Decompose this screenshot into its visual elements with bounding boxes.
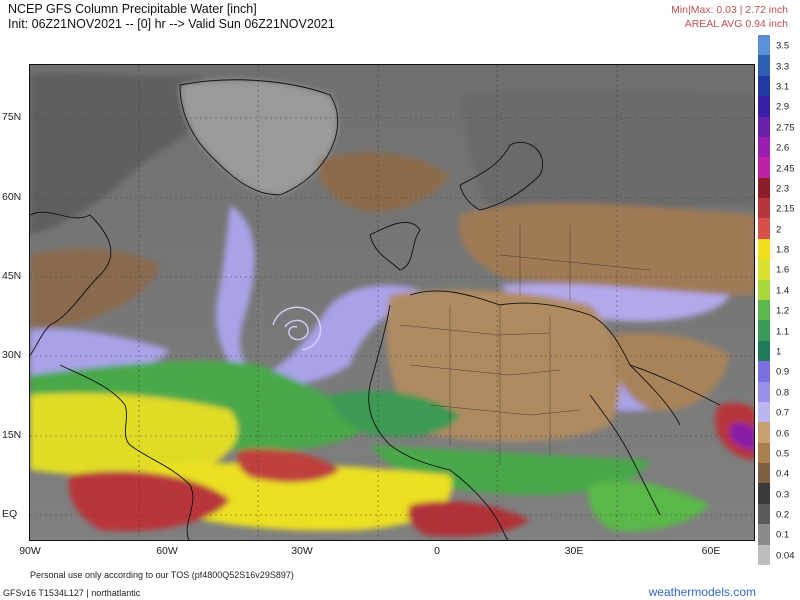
arabian-sea-storm-core (730, 422, 754, 450)
colorbar-segment (758, 422, 770, 444)
colorbar-level-label: 2.6 (776, 142, 790, 154)
colorbar-segment (758, 524, 770, 546)
colorbar-segment (758, 544, 770, 566)
sahara-tan-region (386, 289, 621, 442)
colorbar-level-label: 2 (776, 224, 782, 236)
colorbar-segment (758, 198, 770, 219)
caribbean-yellow-region (30, 393, 238, 478)
lat-label-60n: 60N (2, 191, 22, 203)
colorbar-segment (758, 259, 770, 281)
colorbar-level-label: 0.2 (776, 509, 790, 521)
graticule (30, 65, 754, 540)
atlantic-red-patch (237, 448, 340, 483)
colorbar-level-label: 0.5 (776, 448, 790, 460)
colorbar-level-label: 1.1 (776, 326, 790, 338)
colorbar-segment (758, 96, 770, 118)
lon-label-60e: 60E (701, 545, 721, 557)
model-info: GFSv16 T1534L127 | northatlantic (3, 588, 141, 598)
colorbar-segment (758, 136, 770, 158)
colorbar-level-label: 3.1 (776, 81, 790, 93)
colorbar-segment (758, 483, 770, 505)
scandinavia-russia-region (460, 89, 754, 235)
lon-label-60w: 60W (156, 545, 178, 557)
colorbar-segment (758, 238, 770, 260)
colorbar-segment (758, 157, 770, 179)
north-atlantic-brown-band (319, 152, 450, 212)
colorbar-level-label: 1.8 (776, 244, 790, 256)
colorbar (758, 35, 770, 566)
colorbar-level-label: 0.1 (776, 529, 790, 541)
colorbar-segment (758, 503, 770, 525)
coastlines (30, 79, 721, 540)
lon-label-90w: 90W (19, 545, 41, 557)
init-valid-line: Init: 06Z21NOV2021 -- [0] hr --> Valid S… (8, 17, 335, 31)
colorbar-segment (758, 218, 770, 240)
colorbar-level-label: 0.3 (776, 489, 790, 501)
canada-dry-region (30, 73, 230, 235)
lat-label-30n: 30N (2, 349, 22, 361)
colorbar-level-label: 2.3 (776, 183, 790, 195)
colorbar-segment (758, 55, 770, 77)
colorbar-segment (758, 75, 770, 97)
mediterranean-lavender-band (500, 283, 730, 322)
min-max-readout: Min|Max: 0.03 | 2.72 inch (671, 4, 788, 16)
colorbar-level-label: 0.4 (776, 468, 790, 480)
western-atlantic-lavender-band (30, 328, 170, 375)
lat-label-75n: 75N (2, 111, 22, 123)
colorbar-level-label: 1.4 (776, 285, 790, 297)
colorbar-segment (758, 279, 770, 301)
lat-label-15n: 15N (2, 429, 22, 441)
cyclone-swirl (272, 306, 322, 351)
map-title: NCEP GFS Column Precipitable Water [inch… (8, 2, 257, 16)
colorbar-level-label: 0.9 (776, 366, 790, 378)
colorbar-segment (758, 381, 770, 403)
colorbar-level-label: 0.7 (776, 407, 790, 419)
colorbar-segment (758, 35, 770, 56)
europe-brown-band (459, 203, 754, 295)
east-africa-green-band (588, 481, 710, 532)
lon-label-30w: 30W (291, 545, 313, 557)
lat-label-45n: 45N (2, 270, 22, 282)
west-africa-green-band (330, 391, 460, 437)
colorbar-segment (758, 361, 770, 383)
colorbar-level-label: 1 (776, 346, 782, 358)
colorbar-segment (758, 177, 770, 199)
gulf-of-guinea-red-patch (408, 500, 530, 537)
colorbar-level-label: 2.9 (776, 101, 790, 113)
colorbar-level-label: 1.2 (776, 305, 790, 317)
colorbar-level-label: 3.5 (776, 40, 790, 52)
colorbar-segment (758, 401, 770, 423)
colorbar-level-label: 2.75 (776, 122, 795, 134)
lon-label-30e: 30E (564, 545, 584, 557)
precipitable-water-map (29, 64, 755, 541)
tos-notice: Personal use only according to our TOS (… (30, 570, 294, 580)
colorbar-segment (758, 442, 770, 464)
colorbar-level-label: 3.3 (776, 61, 790, 73)
colorbar-level-label: 0.8 (776, 387, 790, 399)
colorbar-level-label: 2.15 (776, 203, 795, 215)
colorbar-segment (758, 340, 770, 362)
areal-avg-readout: AREAL AVG 0.94 inch (684, 18, 788, 30)
north-america-brown-band (30, 248, 160, 330)
colorbar-level-label: 1.6 (776, 264, 790, 276)
colorbar-segment (758, 463, 770, 484)
colorbar-level-label: 2.45 (776, 163, 795, 174)
colorbar-segment (758, 320, 770, 342)
brand-link[interactable]: weathermodels.com (648, 585, 756, 599)
colorbar-level-label: 0.04 (776, 550, 795, 562)
greenland-region (180, 79, 338, 195)
colorbar-level-label: 0.6 (776, 428, 790, 439)
lon-label-0: 0 (434, 545, 440, 557)
country-borders (399, 225, 651, 465)
lat-label-eq: EQ (2, 508, 18, 520)
arabia-tan-region (610, 333, 730, 411)
atlantic-itcz-yellow-band (150, 463, 452, 531)
colorbar-segment (758, 116, 770, 138)
colorbar-segment (758, 300, 770, 321)
